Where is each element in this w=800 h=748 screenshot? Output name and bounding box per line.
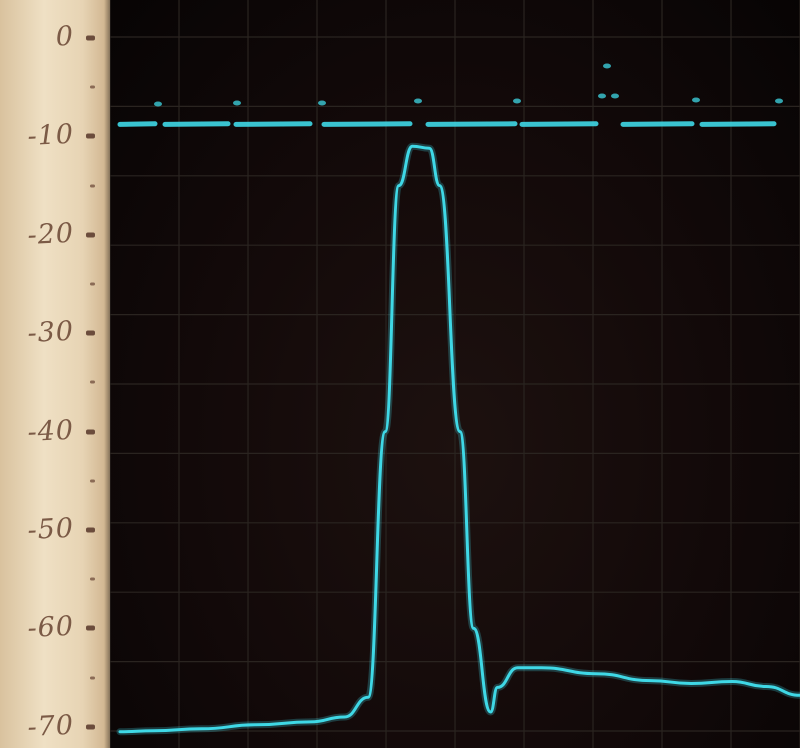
reference-segment — [699, 121, 777, 127]
scale-label: -60 — [26, 611, 75, 645]
graticule-dot — [318, 100, 326, 106]
scale-minor-tick — [90, 380, 95, 384]
reference-segment — [233, 121, 313, 127]
scale-minor-tick — [90, 577, 95, 581]
scale-minor-tick — [90, 676, 95, 680]
scale-label: -70 — [26, 709, 75, 743]
reference-segment — [425, 121, 518, 127]
reference-segment — [519, 121, 599, 127]
scale-label: -50 — [26, 512, 75, 547]
graticule-dot — [414, 98, 422, 104]
reference-line — [117, 121, 777, 127]
scale-minor-tick — [90, 282, 95, 286]
signal-trace — [118, 144, 800, 734]
scale-label: -30 — [26, 315, 75, 350]
graticule-dot — [513, 98, 521, 104]
reference-segment — [162, 121, 231, 127]
scale-minor-tick — [90, 85, 95, 89]
reference-segment — [321, 121, 413, 127]
graticule-dot — [154, 101, 162, 107]
graticule-dot — [598, 93, 606, 99]
scale-tick — [86, 35, 95, 41]
scale-tick — [86, 625, 95, 631]
graticule-dot — [775, 98, 783, 104]
scale-label: -10 — [26, 119, 75, 153]
reference-segment — [620, 121, 695, 127]
reference-segment — [117, 121, 158, 127]
scale-minor-tick — [90, 184, 95, 188]
signal-trace-glow — [116, 142, 800, 736]
graticule-dot — [603, 63, 611, 69]
scale-tick — [86, 527, 95, 533]
graticule-dot — [611, 93, 619, 99]
scale-tick — [86, 330, 95, 336]
graticule-dots — [154, 63, 783, 107]
oscilloscope-screen — [110, 0, 800, 748]
scope-display — [110, 0, 800, 748]
scale-minor-tick — [90, 479, 95, 483]
scale-label: -40 — [26, 414, 75, 448]
scale-label: -20 — [26, 217, 75, 251]
scale-label: 0 — [54, 20, 75, 53]
scale-tick — [86, 429, 95, 435]
scale-tick — [86, 724, 95, 730]
attenuation-scale-strip: 0 -10 -20 -30 -40 -50 -60 -70 — [0, 0, 110, 748]
graticule-dot — [692, 97, 700, 103]
scale-tick — [86, 133, 95, 139]
graticule-dot — [233, 100, 241, 106]
scale-tick — [86, 232, 95, 238]
